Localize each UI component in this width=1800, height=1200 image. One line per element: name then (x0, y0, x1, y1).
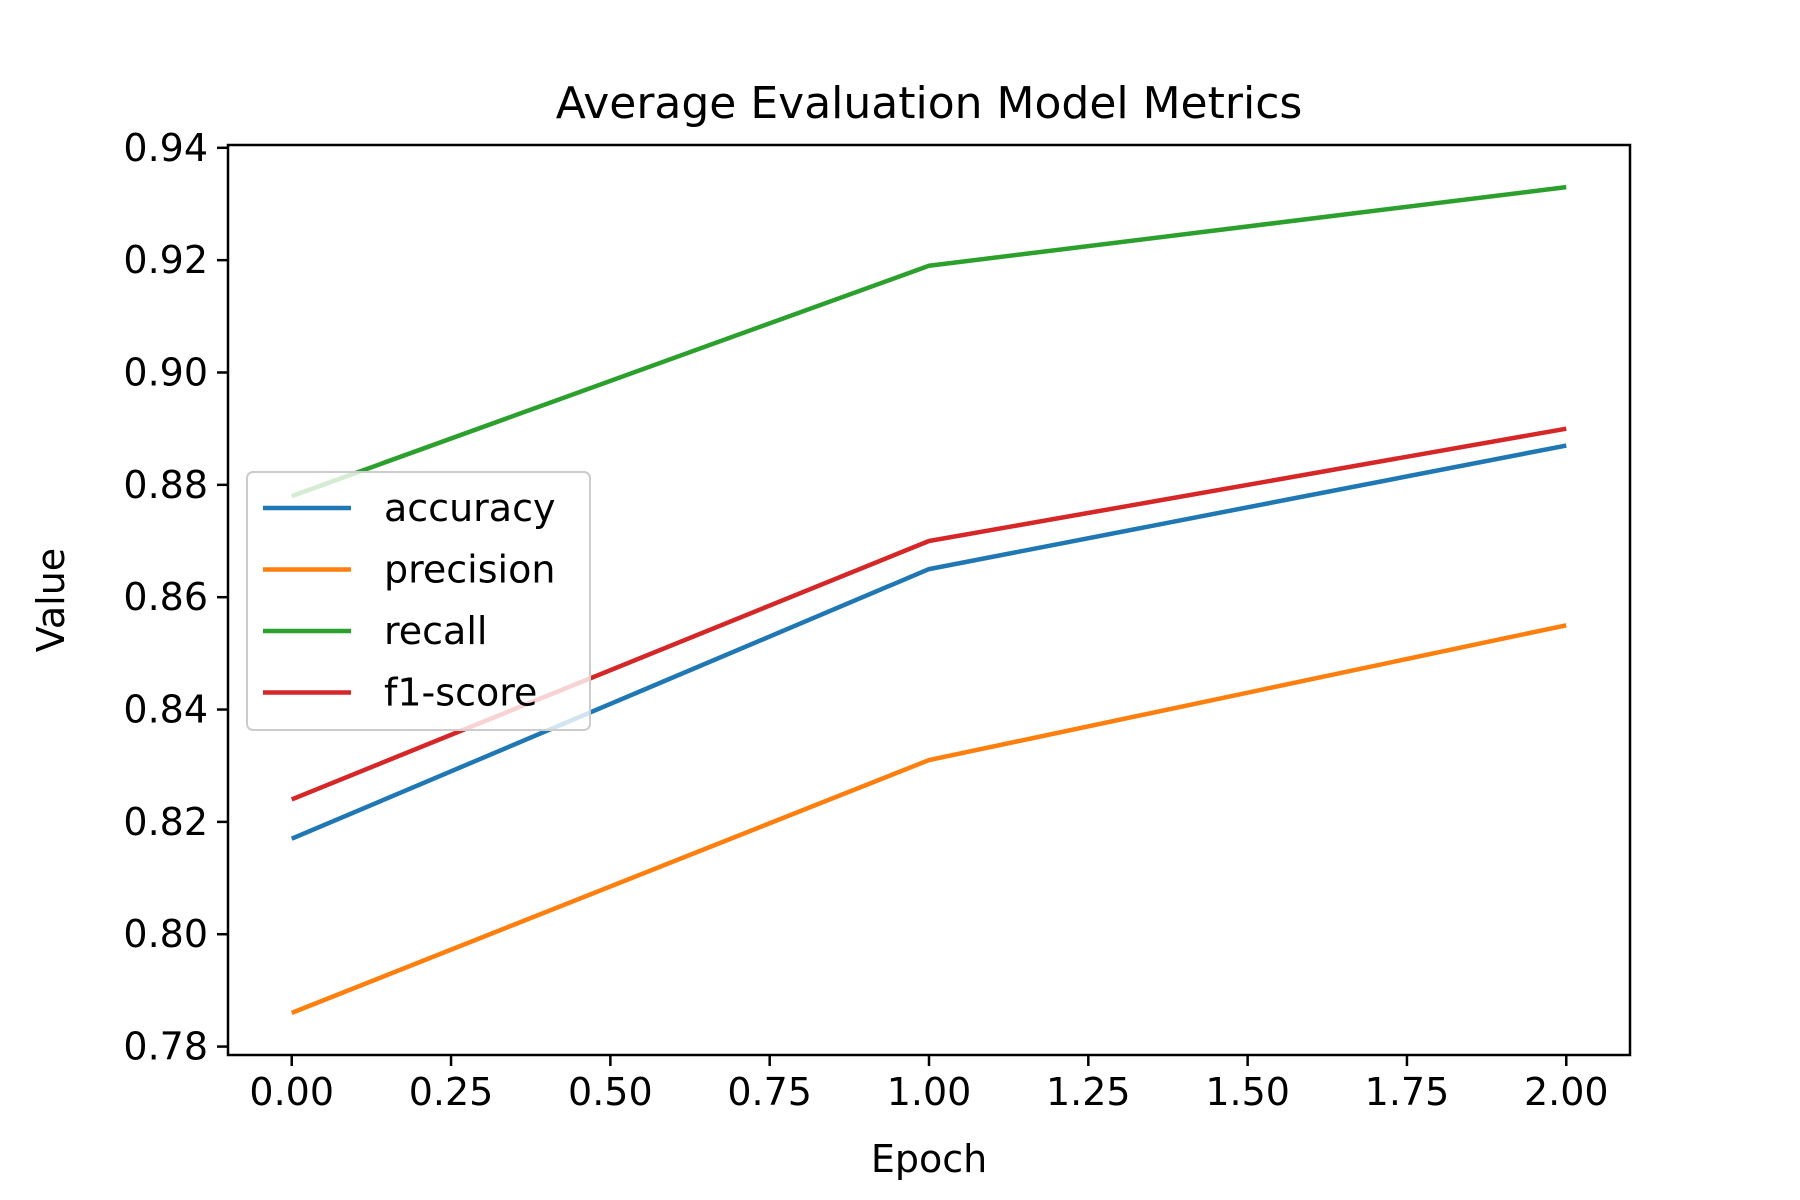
series-line-recall (290, 184, 1567, 499)
legend-label-precision: precision (384, 548, 555, 592)
chart-title: Average Evaluation Model Metrics (556, 78, 1303, 129)
y-tick-label: 0.84 (123, 688, 208, 732)
y-tick-label: 0.80 (123, 912, 208, 956)
x-tick-label: 1.00 (887, 1070, 972, 1114)
x-tick-label: 1.50 (1205, 1070, 1290, 1114)
legend-label-accuracy: accuracy (384, 486, 555, 530)
y-tick-label: 0.90 (123, 351, 208, 395)
x-tick-label: 2.00 (1524, 1070, 1609, 1114)
legend-box (246, 471, 591, 731)
x-tick-label: 0.00 (249, 1070, 334, 1114)
y-tick-label: 0.94 (123, 126, 208, 170)
y-tick-label: 0.82 (123, 800, 208, 844)
y-axis: 0.78 0.80 0.82 0.84 0.86 0.88 0.90 0.92 0.94 (123, 126, 228, 1069)
y-tick-label: 0.92 (123, 238, 208, 282)
x-tick-label: 1.75 (1365, 1070, 1450, 1114)
series-line-precision (290, 623, 1567, 1015)
legend-label-f1-score: f1-score (384, 671, 537, 715)
x-tick-label: 0.25 (409, 1070, 494, 1114)
y-tick-label: 0.78 (123, 1025, 208, 1069)
y-tick-label: 0.86 (123, 575, 208, 619)
x-tick-label: 0.75 (727, 1070, 812, 1114)
y-tick-label: 0.88 (123, 463, 208, 507)
legend: accuracy precision recall f1-score (246, 471, 591, 731)
y-axis-label: Value (29, 548, 73, 652)
x-tick-label: 1.25 (1046, 1070, 1131, 1114)
x-axis-label: Epoch (871, 1137, 987, 1181)
legend-label-recall: recall (384, 609, 487, 653)
x-axis: 0.00 0.25 0.50 0.75 1.00 1.25 1.50 1.75 2.00 (249, 1055, 1609, 1114)
x-tick-label: 0.50 (568, 1070, 653, 1114)
series-line-accuracy (290, 443, 1567, 841)
